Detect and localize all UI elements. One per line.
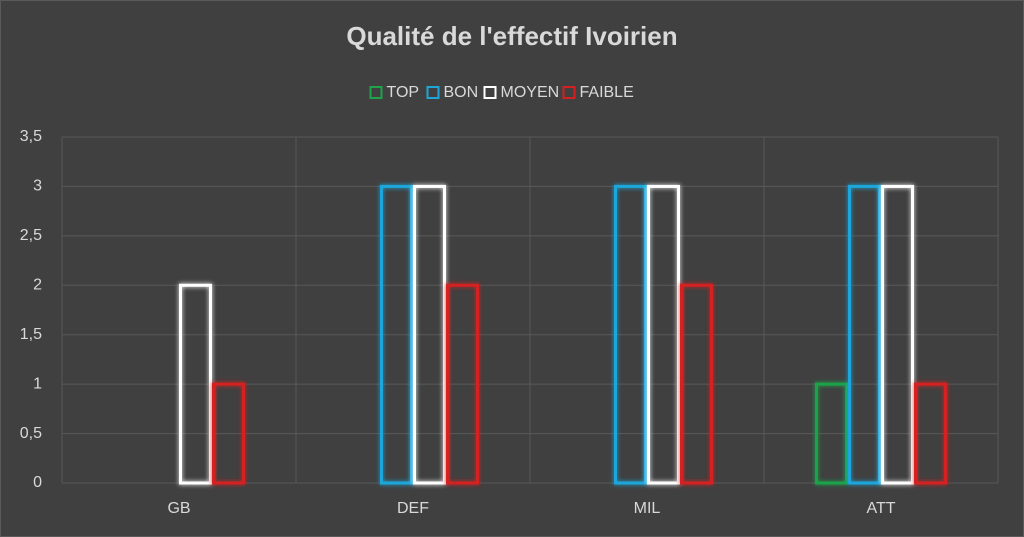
legend-label: FAIBLE [580, 84, 634, 101]
bar [179, 283, 212, 485]
bar [680, 283, 713, 485]
y-tick-label: 3 [33, 178, 42, 195]
chart-title: Qualité de l'effectif Ivoirien [346, 21, 677, 51]
legend-label: TOP [387, 84, 420, 101]
bar [881, 184, 914, 485]
bar [413, 184, 446, 485]
bar [647, 184, 680, 485]
y-tick-label: 1,5 [20, 326, 42, 343]
y-tick-label: 1 [33, 375, 42, 392]
y-tick-label: 0 [33, 474, 42, 491]
bar [815, 382, 848, 485]
legend-swatch [483, 86, 497, 99]
bar [848, 184, 881, 485]
legend-swatch [369, 86, 383, 99]
y-tick-label: 2,5 [20, 227, 42, 244]
bar [614, 184, 647, 485]
legend: TOP BON MOYEN FAIBLE [369, 84, 634, 101]
legend-swatch [426, 86, 440, 99]
bar [914, 382, 947, 485]
legend-swatch [562, 86, 576, 99]
y-tick-label: 2 [33, 277, 42, 294]
x-tick-label: GB [167, 500, 190, 517]
bar [446, 283, 479, 485]
bar [212, 382, 245, 485]
legend-label: MOYEN [501, 84, 560, 101]
y-tick-label: 3,5 [20, 128, 42, 145]
x-tick-label: DEF [397, 500, 429, 517]
x-tick-label: ATT [866, 500, 895, 517]
legend-label: BON [444, 84, 479, 101]
bar [380, 184, 413, 485]
x-tick-label: MIL [634, 500, 661, 517]
y-tick-label: 0,5 [20, 425, 42, 442]
